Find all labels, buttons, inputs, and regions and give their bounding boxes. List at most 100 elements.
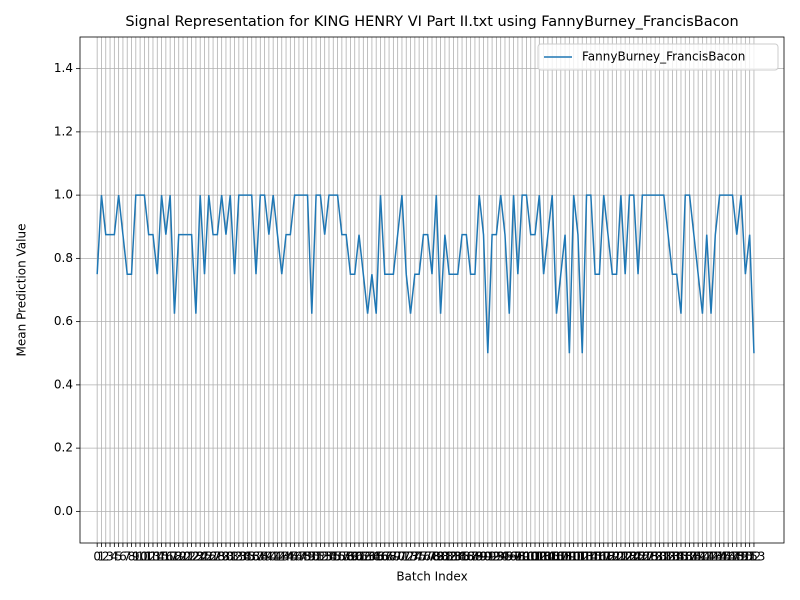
- x-tick-label: 120: [601, 550, 624, 564]
- x-tick-label: 59: [343, 550, 358, 564]
- x-tick-label: 8: [128, 550, 136, 564]
- x-tick-label: 129: [639, 550, 662, 564]
- x-tick-label: 98: [510, 550, 525, 564]
- x-tick-label: 49: [300, 550, 315, 564]
- x-tick-label: 141: [691, 550, 714, 564]
- x-tick-label: 119: [597, 550, 620, 564]
- x-tick-label: 43: [274, 550, 289, 564]
- x-tick-label: 135: [665, 550, 688, 564]
- x-tick-label: 72: [399, 550, 414, 564]
- x-tick-label: 51: [308, 550, 323, 564]
- x-tick-label: 73: [403, 550, 418, 564]
- x-tick-label: 58: [339, 550, 354, 564]
- x-tick-label: 80: [433, 550, 448, 564]
- x-tick-label: 24: [193, 550, 208, 564]
- x-tick-label: 127: [631, 550, 654, 564]
- x-tick-label: 66: [373, 550, 388, 564]
- x-tick-label: 136: [670, 550, 693, 564]
- x-tick-label: 45: [283, 550, 298, 564]
- x-tick-label: 89: [472, 550, 487, 564]
- x-tick-label: 88: [467, 550, 482, 564]
- x-tick-label: 28: [210, 550, 225, 564]
- x-tick-label: 52: [313, 550, 328, 564]
- x-tick-label: 74: [407, 550, 422, 564]
- x-tick-label: 140: [687, 550, 710, 564]
- x-tick-label: 62: [356, 550, 371, 564]
- x-tick-label: 131: [648, 550, 671, 564]
- x-tick-label: 100: [515, 550, 538, 564]
- x-tick-label: 149: [725, 550, 748, 564]
- x-tick-label: 115: [579, 550, 602, 564]
- x-tick-label: 116: [584, 550, 607, 564]
- x-tick-label: 126: [627, 550, 650, 564]
- x-tick-label: 18: [167, 550, 182, 564]
- x-tick-label: 14: [150, 550, 165, 564]
- x-tick-label: 148: [721, 550, 744, 564]
- x-tick-label: 41: [266, 550, 281, 564]
- x-tick-label: 26: [201, 550, 216, 564]
- x-tick-label: 128: [635, 550, 658, 564]
- x-tick-label: 153: [742, 550, 765, 564]
- x-tick-label: 117: [588, 550, 611, 564]
- y-tick-label: 0.4: [54, 377, 73, 391]
- x-tick-label: 144: [704, 550, 727, 564]
- x-tick-label: 103: [528, 550, 551, 564]
- x-tick-label: 50: [304, 550, 319, 564]
- x-tick-label: 145: [708, 550, 731, 564]
- x-tick-label: 5: [115, 550, 123, 564]
- x-tick-label: 37: [248, 550, 263, 564]
- x-tick-label: 17: [163, 550, 178, 564]
- x-tick-label: 46: [287, 550, 302, 564]
- x-tick-label: 56: [330, 550, 345, 564]
- x-tick-label: 91: [480, 550, 495, 564]
- x-tick-label: 20: [175, 550, 190, 564]
- x-tick-label: 76: [416, 550, 431, 564]
- x-tick-label: 60: [347, 550, 362, 564]
- x-tick-label: 15: [154, 550, 169, 564]
- x-tick-label: 3: [106, 550, 114, 564]
- x-tick-label: 22: [184, 550, 199, 564]
- x-tick-label: 86: [459, 550, 474, 564]
- x-tick-label: 104: [532, 550, 555, 564]
- x-tick-label: 21: [180, 550, 195, 564]
- x-tick-label: 12: [141, 550, 156, 564]
- x-tick-label: 29: [214, 550, 229, 564]
- x-tick-label: 67: [377, 550, 392, 564]
- x-tick-label: 39: [257, 550, 272, 564]
- x-tick-label: 23: [188, 550, 203, 564]
- x-tick-label: 10: [132, 550, 147, 564]
- x-tick-label: 82: [442, 550, 457, 564]
- axes-frame: [79, 36, 785, 544]
- data-line: [96, 194, 755, 354]
- x-tick-label: 9: [132, 550, 140, 564]
- x-tick-label: 69: [386, 550, 401, 564]
- y-tick-label: 0.6: [54, 314, 73, 328]
- x-tick-label: 107: [545, 550, 568, 564]
- x-tick-label: 65: [369, 550, 384, 564]
- x-tick-label: 57: [334, 550, 349, 564]
- y-tick-label: 0.0: [54, 504, 73, 518]
- x-tick-label: 77: [420, 550, 435, 564]
- x-tick-label: 13: [145, 550, 160, 564]
- x-tick-label: 130: [644, 550, 667, 564]
- legend-box: [537, 43, 779, 71]
- x-tick-label: 84: [450, 550, 465, 564]
- x-tick-label: 114: [575, 550, 598, 564]
- x-tick-label: 92: [484, 550, 499, 564]
- x-tick-label: 42: [270, 550, 285, 564]
- x-tick-label: 53: [317, 550, 332, 564]
- x-tick-label: 99: [515, 550, 530, 564]
- x-tick-label: 102: [524, 550, 547, 564]
- x-tick-label: 75: [411, 550, 426, 564]
- x-tick-label: 27: [205, 550, 220, 564]
- x-tick-label: 110: [558, 550, 581, 564]
- x-tick-label: 139: [682, 550, 705, 564]
- x-tick-label: 44: [278, 550, 293, 564]
- x-tick-label: 40: [261, 550, 276, 564]
- x-tick-label: 134: [661, 550, 684, 564]
- x-tick-label: 32: [227, 550, 242, 564]
- y-tick-label: 1.4: [54, 61, 73, 75]
- x-tick-label: 152: [738, 550, 761, 564]
